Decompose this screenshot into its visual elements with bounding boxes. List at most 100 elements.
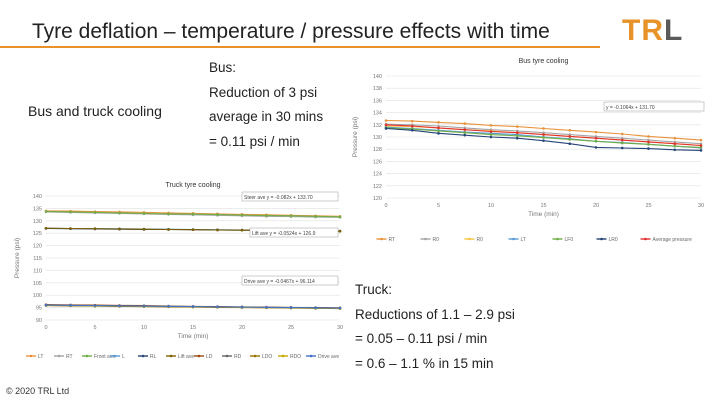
truck-data-point <box>44 210 48 213</box>
truck-data-point <box>314 215 317 218</box>
truck-data-point <box>191 228 195 232</box>
truck-data-point <box>93 227 97 231</box>
truck-note: Reductions of 1.1 – 2.9 psi <box>355 306 515 322</box>
truck-data-point <box>338 306 342 310</box>
truck-data-point <box>142 212 146 215</box>
truck-data-point <box>69 304 72 307</box>
bus-data-point <box>489 133 493 136</box>
bus-y-tick-label: 126 <box>373 159 382 165</box>
truck-y-tick-label: 125 <box>33 231 42 237</box>
bus-data-point <box>699 149 703 152</box>
truck-chart: Truck tyre cooling 90 95 100 105 110 115 120 125… <box>10 176 350 372</box>
bus-data-point <box>515 136 519 140</box>
truck-data-point <box>240 213 244 217</box>
bus-legend-label: LT <box>521 237 526 243</box>
truck-legend-label: LT <box>38 354 43 360</box>
bus-data-point <box>463 122 467 125</box>
truck-data-point <box>216 213 219 216</box>
bus-data-point <box>673 148 677 152</box>
bus-legend-label: R0 <box>477 237 484 243</box>
bus-legend-marker <box>468 237 471 241</box>
bus-data-point <box>384 127 388 130</box>
bus-equation-box <box>603 101 705 112</box>
bus-data-point <box>463 128 467 131</box>
bus-data-point <box>463 131 467 135</box>
truck-data-point <box>289 306 293 309</box>
bus-legend-marker <box>600 237 603 241</box>
truck-equation-box <box>241 191 339 202</box>
bus-chart-svg: Bus tyre cooling 120 122 124 126 128 130 132 134… <box>352 58 705 243</box>
bus-y-tick-label: 124 <box>373 172 382 178</box>
bus-data-point <box>515 129 519 133</box>
truck-legend-marker <box>253 354 257 358</box>
truck-legend-label: L <box>122 354 125 360</box>
bus-data-point <box>463 133 467 137</box>
bus-data-point <box>699 142 703 146</box>
bus-y-tick-label: 120 <box>373 196 382 202</box>
truck-data-point <box>44 226 48 230</box>
bus-data-point <box>647 138 650 142</box>
bus-legend-label: LF0 <box>565 237 574 243</box>
bus-data-point <box>673 142 677 146</box>
bus-legend-marker <box>556 237 559 241</box>
truck-data-point <box>118 211 121 215</box>
truck-legend-label: Lift ave <box>178 354 194 360</box>
truck-x-tick-label: 0 <box>44 325 47 331</box>
truck-equation-box <box>249 227 339 238</box>
truck-data-point <box>265 306 268 309</box>
truck-legend-label: RL <box>150 354 157 360</box>
bus-data-point <box>542 136 545 139</box>
bus-data-point <box>489 135 493 139</box>
bus-data-point <box>594 130 598 134</box>
bus-data-point <box>410 119 414 123</box>
bus-notes: Bus: Reduction of 3 psi average in 30 mi… <box>209 56 323 154</box>
truck-legend-label: Front ave <box>94 354 115 360</box>
bus-data-point <box>515 125 519 128</box>
truck-data-point <box>44 303 48 307</box>
logo-letter-l: L <box>664 14 684 47</box>
bus-data-point <box>515 134 519 138</box>
truck-equation-label: Drive ave y = -0.0467x + 96.114 <box>244 279 315 285</box>
bus-data-point <box>568 142 572 146</box>
bus-data-point <box>463 126 467 130</box>
truck-y-tick-label: 100 <box>33 293 42 299</box>
bus-data-point <box>673 136 677 140</box>
truck-legend-marker <box>281 354 285 358</box>
truck-note: = 0.6 – 1.1 % in 15 min <box>355 355 494 371</box>
bus-y-tick-label: 140 <box>373 74 382 80</box>
truck-y-tick-label: 140 <box>33 194 42 200</box>
bus-data-point <box>384 119 388 122</box>
truck-data-point <box>314 306 317 310</box>
bus-data-point <box>673 140 677 144</box>
bus-data-point <box>437 121 440 124</box>
truck-data-point <box>216 228 219 232</box>
bus-chart: Bus tyre cooling 120 122 124 126 128 130 132 134… <box>348 52 713 252</box>
bus-legend-marker <box>380 237 383 241</box>
bus-data-point <box>384 123 388 127</box>
bus-x-tick-label: 30 <box>698 203 704 209</box>
truck-data-point <box>167 212 170 216</box>
truck-legend-label: LDO <box>262 354 272 360</box>
bus-legend-marker <box>424 237 427 241</box>
truck-y-tick-label: 135 <box>33 206 42 212</box>
bus-y-tick-label: 136 <box>373 98 382 104</box>
bus-x-axis-label: Time (min) <box>528 211 559 218</box>
truck-data-point <box>240 305 244 309</box>
truck-data-point <box>289 214 293 218</box>
truck-data-point <box>93 304 97 307</box>
truck-y-tick-label: 115 <box>33 256 42 262</box>
bus-note: average in 30 mins <box>209 109 324 124</box>
logo-letter-r: R <box>641 14 664 47</box>
bus-legend-marker <box>644 237 647 241</box>
bus-data-point <box>437 132 440 135</box>
bus-data-point <box>410 128 414 132</box>
truck-data-point <box>167 305 170 308</box>
bus-x-tick-label: 5 <box>437 203 440 209</box>
bus-legend-label: RT <box>389 237 396 243</box>
truck-equation-box <box>241 275 339 286</box>
trl-logo: TRL <box>622 14 683 48</box>
bus-data-point <box>542 127 545 130</box>
bus-data-point <box>568 128 572 132</box>
logo-letter-t: T <box>622 14 642 47</box>
bus-note: = 0.11 psi / min <box>209 133 300 149</box>
